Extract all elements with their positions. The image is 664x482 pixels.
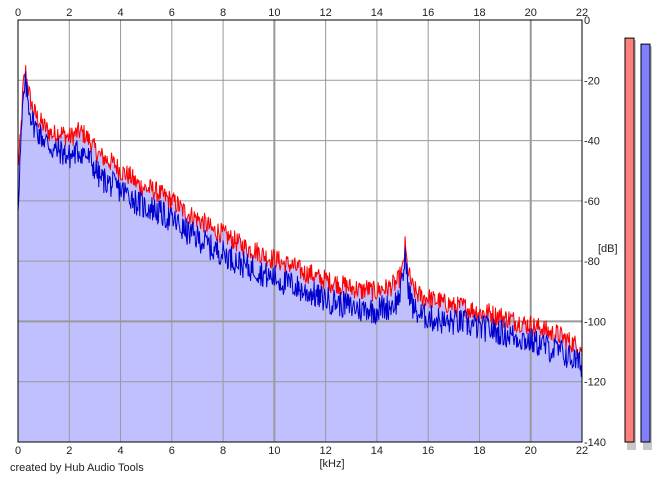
- y-tick-label: -140: [584, 437, 606, 449]
- y-tick-labels: 0 -20 -40 -60 -80 -100 -120 -140: [584, 15, 606, 449]
- y-tick-label: -120: [584, 377, 606, 389]
- x-tick-label: 16: [422, 7, 434, 19]
- x-tick-labels-bottom: 0 2 4 6 8 10 12 14 16 18 20 22: [15, 445, 588, 457]
- level-meter-bar: [624, 37, 635, 443]
- y-tick-label: -80: [584, 256, 600, 268]
- y-tick-label: -20: [584, 75, 600, 87]
- x-tick-label: 14: [371, 7, 383, 19]
- level-meter-bar: [640, 43, 651, 443]
- x-tick-label: 22: [576, 7, 588, 19]
- x-tick-label: 16: [422, 445, 434, 457]
- x-tick-label: 10: [268, 445, 280, 457]
- x-tick-label: 0: [15, 7, 21, 19]
- series-line-0: [17, 65, 583, 356]
- y-tick-label: -100: [584, 316, 606, 328]
- x-tick-label: 6: [169, 7, 175, 19]
- y-tick-label: 0: [584, 15, 590, 27]
- x-tick-label: 20: [525, 7, 537, 19]
- spectrum-fill: [18, 65, 582, 442]
- x-tick-label: 12: [320, 445, 332, 457]
- x-tick-label: 8: [220, 445, 226, 457]
- x-tick-label: 0: [15, 445, 21, 457]
- plot-frame: [17, 19, 583, 443]
- x-tick-label: 22: [576, 445, 588, 457]
- x-tick-label: 4: [117, 445, 123, 457]
- x-tick-labels-top: 0 2 4 6 8 10 12 14 16 18 20 22: [15, 7, 588, 19]
- x-tick-label: 10: [268, 7, 280, 19]
- spectrum-area: [18, 65, 582, 442]
- x-tick-label: 18: [473, 445, 485, 457]
- y-tick-label: -60: [584, 196, 600, 208]
- x-tick-label: 14: [371, 445, 383, 457]
- x-tick-label: 2: [66, 445, 72, 457]
- y-axis-label: [dB]: [598, 243, 618, 255]
- x-axis-label: [kHz]: [319, 458, 344, 470]
- x-tick-label: 8: [220, 7, 226, 19]
- series-line-1: [17, 71, 583, 378]
- x-tick-label: 2: [66, 7, 72, 19]
- x-tick-label: 6: [169, 445, 175, 457]
- level-meters: [624, 37, 652, 450]
- grid-lines: [18, 20, 582, 442]
- y-tick-label: -40: [584, 136, 600, 148]
- x-tick-label: 12: [320, 7, 332, 19]
- credit-text: created by Hub Audio Tools: [10, 462, 144, 474]
- x-tick-label: 18: [473, 7, 485, 19]
- series-lines: [17, 65, 583, 378]
- x-tick-label: 4: [117, 7, 123, 19]
- x-tick-label: 20: [525, 445, 537, 457]
